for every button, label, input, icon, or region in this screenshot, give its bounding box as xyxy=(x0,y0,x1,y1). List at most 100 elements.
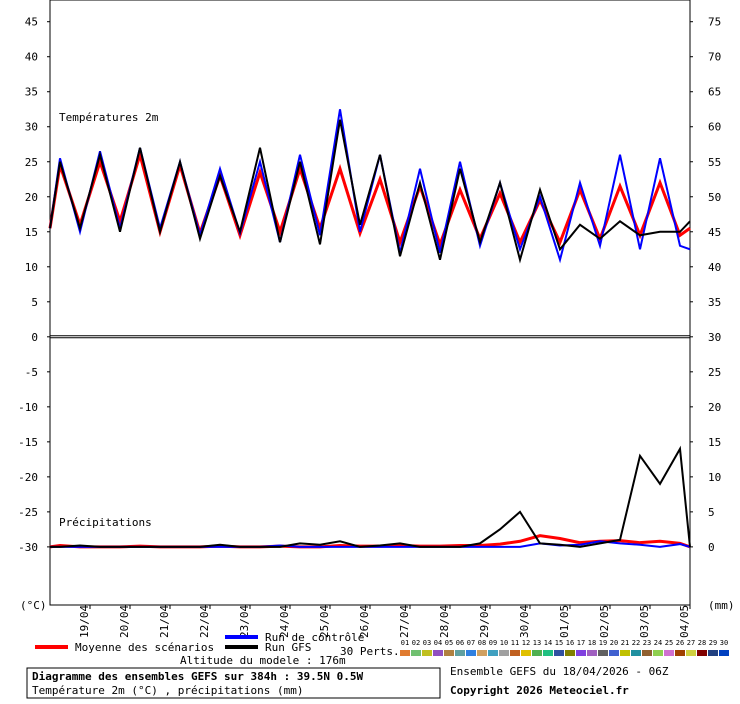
pert-code: 11 xyxy=(511,639,519,647)
pert-code: 03 xyxy=(423,639,431,647)
pert-swatch xyxy=(477,650,487,656)
y-tick-label: -15 xyxy=(18,436,38,449)
series-line xyxy=(49,119,691,264)
y2-tick-label: 20 xyxy=(708,401,721,414)
x-tick-label: 04/05 xyxy=(678,605,691,638)
pert-code: 07 xyxy=(467,639,475,647)
y-unit: (°C) xyxy=(20,599,47,612)
pert-swatch xyxy=(444,650,454,656)
y-tick-label: 40 xyxy=(25,51,38,64)
x-tick-label: 25/04 xyxy=(318,605,331,638)
panel-label: Précipitations xyxy=(59,516,152,529)
y-tick-label: 20 xyxy=(25,191,38,204)
pert-swatch xyxy=(433,650,443,656)
x-tick-label: 02/05 xyxy=(598,605,611,638)
y2-tick-label: 35 xyxy=(708,296,721,309)
footer-box xyxy=(26,667,441,699)
pert-swatch xyxy=(587,650,597,656)
pert-code: 16 xyxy=(566,639,574,647)
legend-label: Run de contrôle xyxy=(265,631,364,644)
x-tick-label: 28/04 xyxy=(438,605,451,638)
pert-code: 09 xyxy=(489,639,497,647)
plot-frame xyxy=(49,0,691,606)
y2-tick-label: 40 xyxy=(708,261,721,274)
pert-code: 02 xyxy=(412,639,420,647)
pert-swatch xyxy=(543,650,553,656)
pert-swatch xyxy=(609,650,619,656)
pert-code: 12 xyxy=(522,639,530,647)
pert-code: 26 xyxy=(676,639,684,647)
y2-tick-label: 25 xyxy=(708,366,721,379)
y-tick-label: -5 xyxy=(25,366,38,379)
pert-swatch xyxy=(499,650,509,656)
y-tick-label: -10 xyxy=(18,401,38,414)
pert-code: 19 xyxy=(599,639,607,647)
x-tick-label: 29/04 xyxy=(478,605,491,638)
y2-tick-label: 75 xyxy=(708,16,721,29)
y2-tick-label: 65 xyxy=(708,86,721,99)
pert-code: 10 xyxy=(500,639,508,647)
pert-swatch xyxy=(521,650,531,656)
pert-code: 14 xyxy=(544,639,552,647)
y-tick-label: 30 xyxy=(25,121,38,134)
panel-label: Températures 2m xyxy=(59,111,159,124)
y-tick-label: 0 xyxy=(31,331,38,344)
x-tick-label: 22/04 xyxy=(198,605,211,638)
pert-swatch xyxy=(576,650,586,656)
pert-swatch xyxy=(510,650,520,656)
altitude: Altitude du modele : 176m xyxy=(180,654,346,667)
pert-swatch xyxy=(708,650,718,656)
y-tick-label: 5 xyxy=(31,296,38,309)
y2-tick-label: 60 xyxy=(708,121,721,134)
x-tick-label: 20/04 xyxy=(118,605,131,638)
y-tick-label: -20 xyxy=(18,471,38,484)
y2-tick-label: 45 xyxy=(708,226,721,239)
pert-code: 30 xyxy=(720,639,728,647)
y2-unit: (mm) xyxy=(708,599,735,612)
pert-swatch xyxy=(620,650,630,656)
series-line xyxy=(50,445,691,548)
pert-swatch xyxy=(631,650,641,656)
pert-code: 18 xyxy=(588,639,596,647)
x-tick-label: 21/04 xyxy=(158,605,171,638)
pert-swatch xyxy=(719,650,729,656)
x-tick-label: 03/05 xyxy=(638,605,651,638)
pert-swatch xyxy=(565,650,575,656)
pert-swatch xyxy=(554,650,564,656)
pert-code: 01 xyxy=(401,639,409,647)
pert-code: 25 xyxy=(665,639,673,647)
pert-swatch xyxy=(532,650,542,656)
pert-swatch xyxy=(466,650,476,656)
pert-swatch xyxy=(697,650,707,656)
y2-tick-label: 15 xyxy=(708,436,721,449)
pert-swatch xyxy=(642,650,652,656)
x-tick-label: 27/04 xyxy=(398,605,411,638)
pert-code: 05 xyxy=(445,639,453,647)
y-tick-label: 45 xyxy=(25,16,38,29)
pert-code: 20 xyxy=(610,639,618,647)
pert-code: 27 xyxy=(687,639,695,647)
perts-label: 30 Perts. xyxy=(340,645,400,658)
pert-code: 24 xyxy=(654,639,662,647)
pert-swatch xyxy=(400,650,410,656)
y2-tick-label: 0 xyxy=(708,541,715,554)
y-tick-label: -30 xyxy=(18,541,38,554)
pert-swatch xyxy=(686,650,696,656)
y-tick-label: 15 xyxy=(25,226,38,239)
legend-label: Run GFS xyxy=(265,641,311,654)
x-tick-label: 30/04 xyxy=(518,605,531,638)
pert-code: 28 xyxy=(698,639,706,647)
pert-swatch xyxy=(653,650,663,656)
pert-swatch xyxy=(488,650,498,656)
legend-label: Moyenne des scénarios xyxy=(75,641,214,654)
pert-swatch xyxy=(664,650,674,656)
y2-tick-label: 70 xyxy=(708,51,721,64)
pert-code: 22 xyxy=(632,639,640,647)
y2-tick-label: 30 xyxy=(708,331,721,344)
pert-swatch xyxy=(422,650,432,656)
pert-swatch xyxy=(455,650,465,656)
y2-tick-label: 10 xyxy=(708,471,721,484)
pert-swatch xyxy=(411,650,421,656)
run-info: Ensemble GEFS du 18/04/2026 - 06Z xyxy=(450,665,669,678)
pert-code: 04 xyxy=(434,639,442,647)
